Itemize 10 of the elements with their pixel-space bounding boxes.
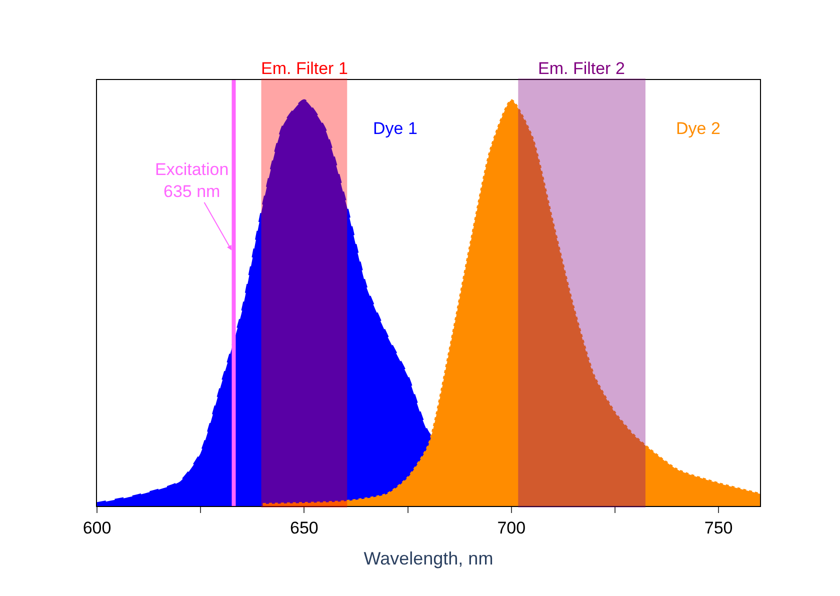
text: Dye 1 [373,119,418,138]
x-tick-label: 600 [82,518,112,538]
x-tick-label: 650 [290,518,318,538]
x-axis-title: Wavelength, nm [364,548,494,568]
band-label: Em. Filter 2 [538,59,625,78]
x-tick-label: 700 [497,518,526,538]
text: Dye 2 [676,119,720,138]
x-tick-label: 750 [704,518,733,538]
ref-line-label: Excitation 635 nm [155,160,229,202]
band-label: Em. Filter 1 [261,59,348,78]
